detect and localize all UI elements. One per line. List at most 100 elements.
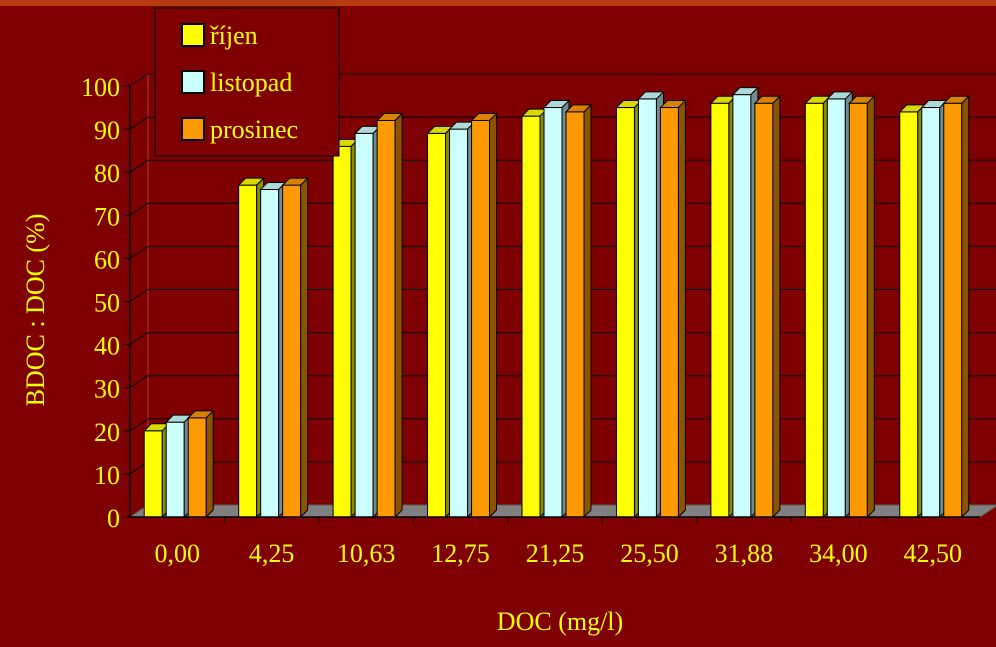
bar-front bbox=[449, 128, 469, 518]
legend-swatch bbox=[181, 117, 205, 141]
bar-front bbox=[754, 102, 774, 518]
x-axis-label: DOC (mg/l) bbox=[497, 607, 623, 636]
bar-front bbox=[332, 145, 352, 518]
legend-label: listopad bbox=[210, 68, 292, 97]
gridline-side bbox=[129, 375, 149, 389]
bar bbox=[281, 176, 309, 519]
legend-item: říjen bbox=[181, 21, 258, 50]
bar bbox=[470, 112, 498, 519]
gridline-side bbox=[129, 289, 149, 302]
bar-front bbox=[354, 132, 374, 518]
bar-front bbox=[543, 107, 563, 518]
y-tick-label: 90 bbox=[94, 116, 120, 145]
bar-front bbox=[521, 115, 541, 518]
bar bbox=[615, 99, 643, 519]
gridline-side bbox=[129, 202, 149, 216]
bar bbox=[942, 95, 970, 519]
legend-label: říjen bbox=[210, 21, 258, 50]
bar-front bbox=[804, 102, 824, 518]
bar bbox=[709, 95, 738, 519]
bar-front bbox=[848, 102, 868, 518]
bar-front bbox=[826, 98, 846, 518]
y-tick-label: 0 bbox=[107, 504, 120, 533]
bar bbox=[331, 138, 360, 519]
top-accent-bar bbox=[0, 0, 996, 6]
y-tick-label: 70 bbox=[94, 202, 120, 231]
bar-side bbox=[961, 95, 970, 519]
x-axis-ticks: 0,00 4,25 10,63 12,75 21,25 25,50 31,88 34,00 42… bbox=[130, 516, 980, 568]
x-tick-label: 0,00 bbox=[154, 539, 200, 568]
gridline-side bbox=[129, 116, 149, 130]
bar bbox=[520, 107, 549, 519]
bar bbox=[259, 181, 287, 519]
y-tick-label: 30 bbox=[94, 375, 120, 404]
bar-front bbox=[187, 417, 207, 518]
y-tick-label: 50 bbox=[94, 289, 120, 318]
bar bbox=[804, 95, 832, 519]
bar-front bbox=[427, 132, 447, 518]
bar-front bbox=[143, 430, 163, 518]
bar bbox=[187, 409, 215, 519]
x-tick-label: 25,50 bbox=[620, 539, 679, 568]
y-tick-label: 20 bbox=[94, 418, 120, 447]
gridline-side bbox=[129, 245, 149, 259]
bar-front bbox=[260, 188, 280, 518]
bar bbox=[165, 413, 193, 519]
bar-front bbox=[921, 107, 941, 518]
bar bbox=[542, 99, 571, 519]
bar-front bbox=[165, 421, 185, 518]
bar bbox=[375, 112, 404, 519]
bar-front bbox=[637, 98, 657, 518]
bar-side bbox=[677, 99, 686, 519]
bar-front bbox=[732, 94, 752, 518]
bars bbox=[143, 86, 970, 519]
gridline-side bbox=[129, 73, 149, 87]
bar bbox=[920, 99, 948, 519]
y-axis-ticks: 0 10 20 30 40 50 60 70 80 90 100 bbox=[81, 73, 131, 533]
bar-side bbox=[772, 95, 781, 519]
bar bbox=[731, 86, 760, 519]
y-axis-label: BDOC : DOC (%) bbox=[21, 214, 50, 407]
bar bbox=[143, 422, 171, 519]
bar-side bbox=[866, 95, 875, 519]
bar-side bbox=[583, 103, 592, 519]
legend-label: prosinec bbox=[210, 115, 298, 144]
bar-front bbox=[565, 111, 585, 518]
bar bbox=[353, 125, 382, 519]
legend-item: prosinec bbox=[181, 115, 298, 144]
bar bbox=[826, 90, 854, 519]
bar-side bbox=[205, 409, 214, 519]
bar bbox=[237, 176, 265, 519]
bar bbox=[564, 103, 593, 519]
y-tick-label: 80 bbox=[94, 159, 120, 188]
bar-front bbox=[899, 111, 919, 518]
bar bbox=[898, 103, 926, 519]
y-tick-label: 10 bbox=[94, 461, 120, 490]
bar bbox=[426, 125, 454, 519]
x-tick-label: 42,50 bbox=[904, 539, 963, 568]
bar-front bbox=[376, 119, 396, 518]
bar bbox=[637, 90, 665, 519]
bar bbox=[848, 95, 876, 519]
legend-item: listopad bbox=[181, 68, 292, 97]
legend-swatch bbox=[181, 70, 205, 94]
bar bbox=[753, 95, 782, 519]
gridline-side bbox=[129, 332, 149, 346]
y-tick-label: 40 bbox=[94, 332, 120, 361]
bar-front bbox=[615, 107, 635, 518]
x-tick-label: 31,88 bbox=[715, 539, 774, 568]
bar-side bbox=[394, 112, 403, 519]
x-tick-label: 4,25 bbox=[249, 539, 295, 568]
bar-front bbox=[943, 102, 963, 518]
legend: říjen listopad prosinec bbox=[154, 7, 340, 157]
bar-front bbox=[282, 184, 302, 518]
x-tick-label: 21,25 bbox=[526, 539, 585, 568]
x-tick-label: 12,75 bbox=[431, 539, 490, 568]
bar bbox=[448, 120, 476, 519]
bar-side bbox=[489, 112, 498, 519]
bar-front bbox=[238, 184, 258, 518]
x-tick-label: 34,00 bbox=[809, 539, 868, 568]
gridline-side bbox=[129, 418, 149, 432]
